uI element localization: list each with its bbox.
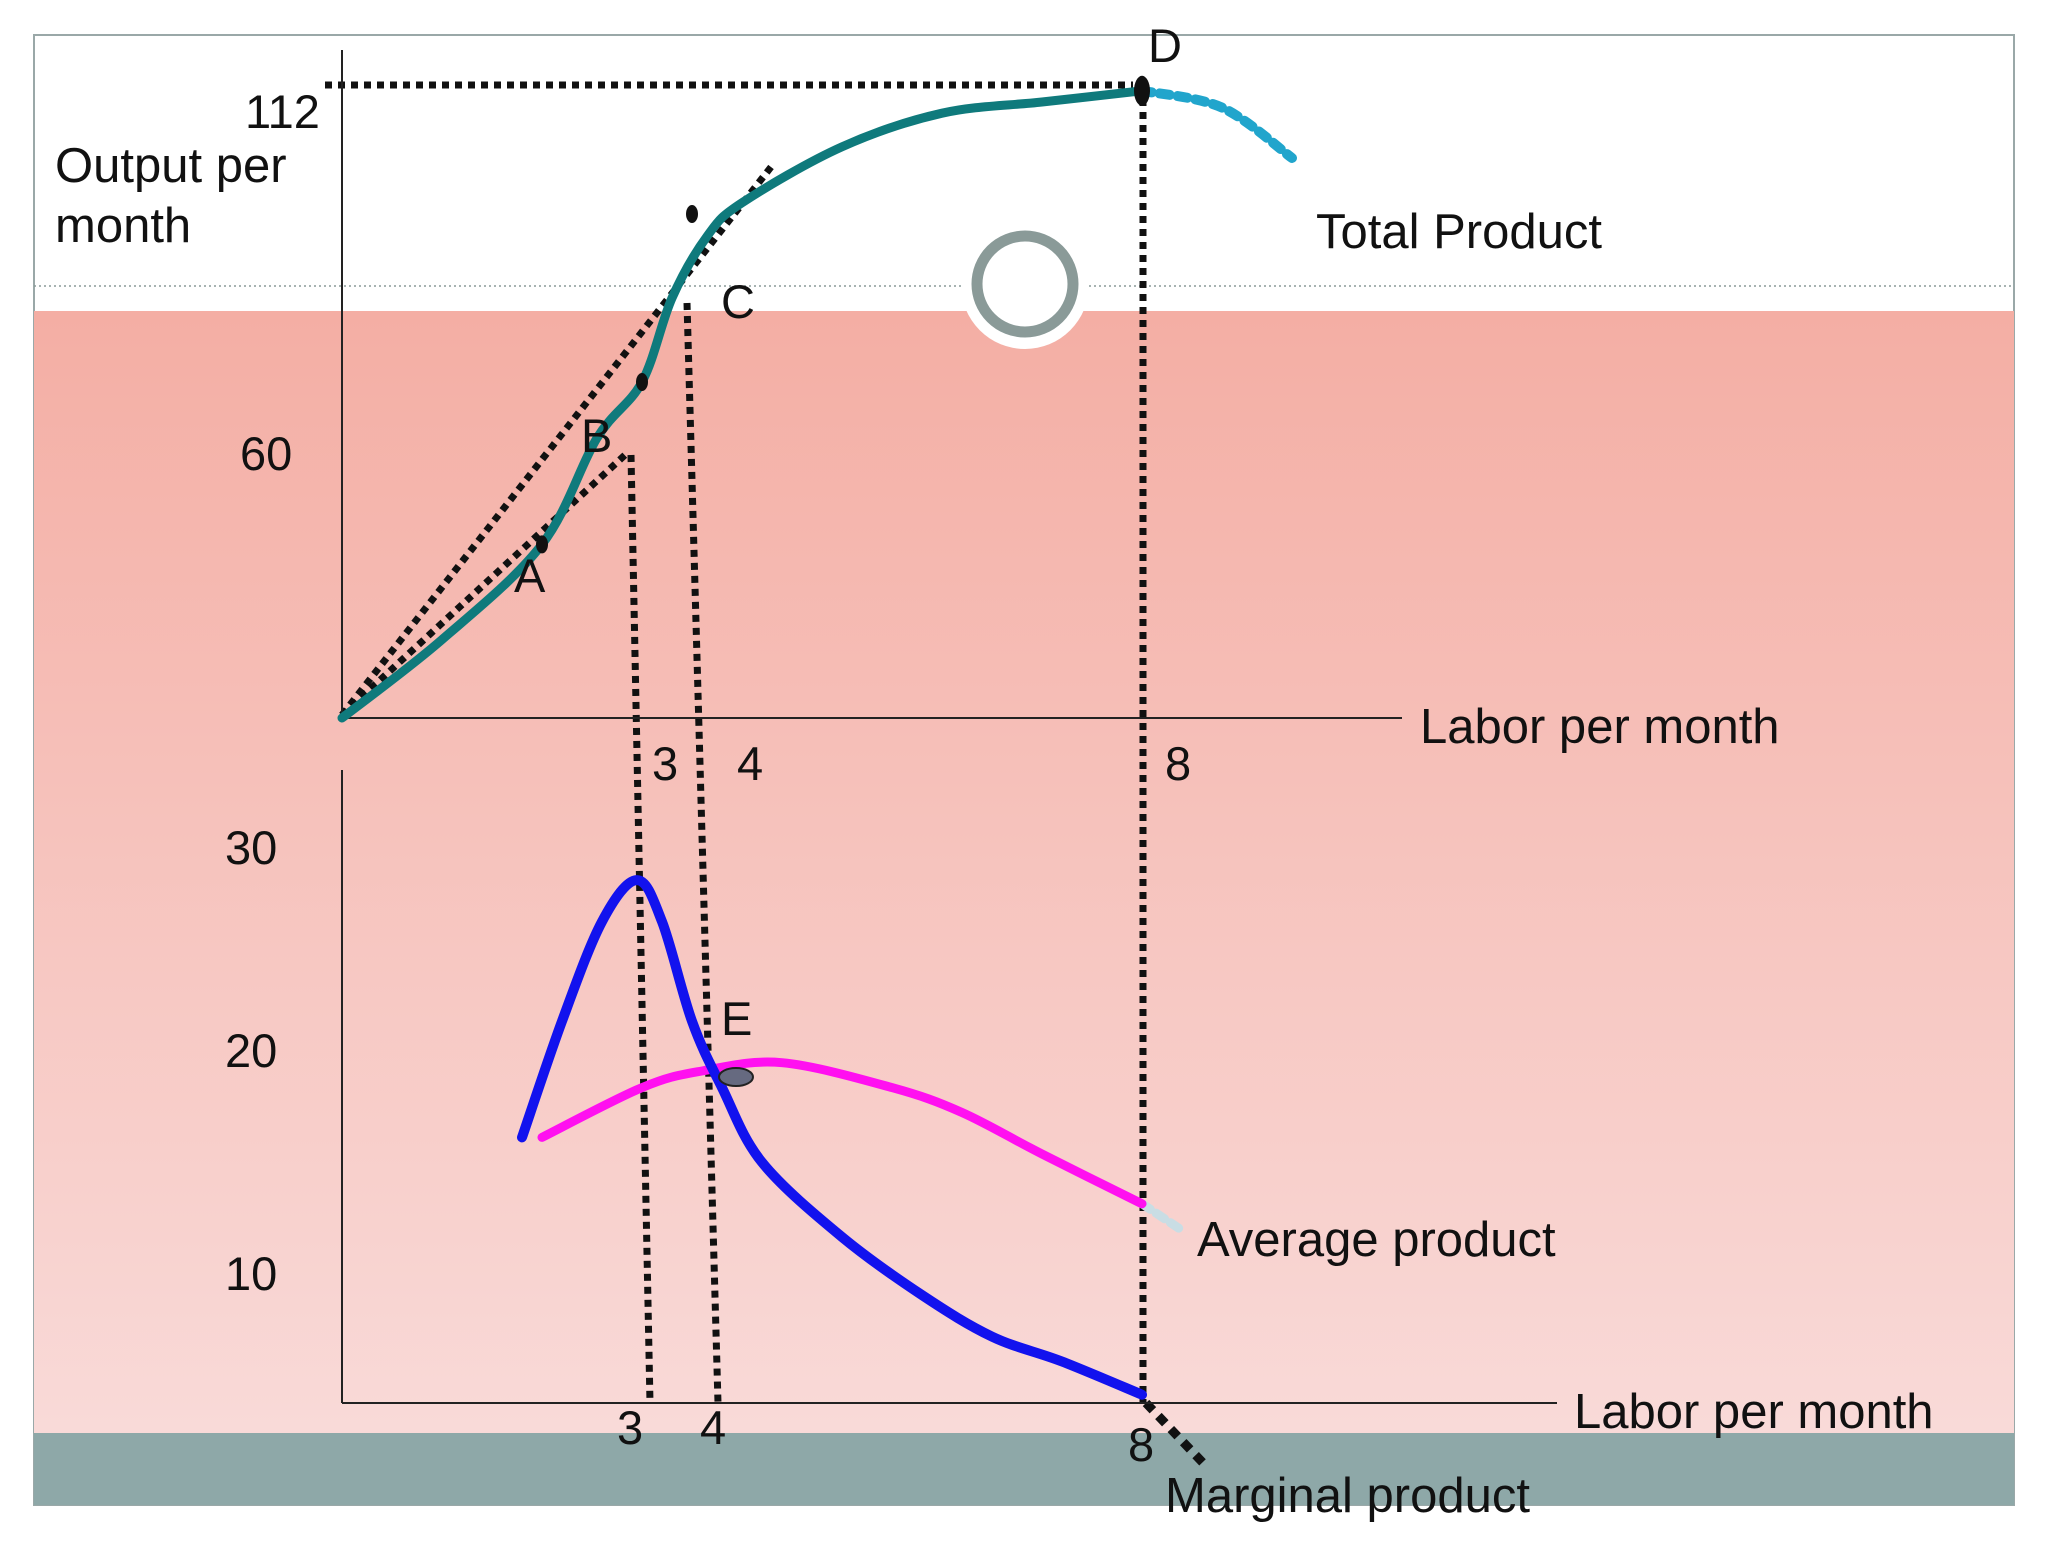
top-y-tick-112: 112 — [245, 85, 320, 138]
series-label-average-product: Average product — [1197, 1213, 1556, 1267]
bottom-x-axis-label: Labor per month — [1574, 1385, 1934, 1439]
top-y-tick-60: 60 — [240, 427, 292, 480]
series-label-total-product: Total Product — [1316, 205, 1602, 259]
point-label-b: B — [581, 409, 612, 462]
point-marker-b — [636, 373, 648, 391]
point-label-d: D — [1148, 19, 1182, 72]
bottom-x-tick-3: 3 — [617, 1401, 643, 1454]
bottom-y-tick-30: 30 — [225, 821, 277, 874]
bottom-y-tick-20: 20 — [225, 1024, 277, 1077]
guide-mp-extension — [1142, 1399, 1209, 1469]
average-product-line — [537, 1057, 1147, 1209]
point-marker-c — [686, 205, 698, 223]
bottom-x-tick-8: 8 — [1128, 1418, 1154, 1471]
total-product-line — [337, 86, 1147, 723]
point-marker-a — [536, 535, 548, 554]
point-marker-e — [718, 1067, 754, 1087]
top-x-tick-4: 4 — [737, 737, 763, 790]
slide-footer-band — [34, 1433, 2014, 1505]
slide-content-band — [34, 311, 2014, 1433]
guide-c-vertical — [683, 302, 722, 1404]
series-label-marginal-product: Marginal product — [1165, 1469, 1530, 1523]
ornament-ring — [971, 230, 1079, 338]
bottom-y-tick-10: 10 — [225, 1247, 277, 1300]
point-marker-d — [1134, 75, 1150, 106]
point-label-e: E — [721, 992, 752, 1045]
point-label-a: A — [514, 549, 546, 602]
guide-b-vertical — [627, 454, 654, 1404]
top-x-tick-8: 8 — [1165, 737, 1191, 790]
marginal-product-line — [517, 875, 1147, 1400]
point-label-c: C — [721, 275, 755, 328]
bottom-x-tick-4: 4 — [700, 1401, 726, 1454]
total-product-extension — [1137, 85, 1297, 163]
top-y-axis-label: Output per month — [55, 139, 287, 253]
top-x-axis-label: Labor per month — [1420, 700, 1780, 754]
top-x-tick-3: 3 — [652, 737, 678, 790]
